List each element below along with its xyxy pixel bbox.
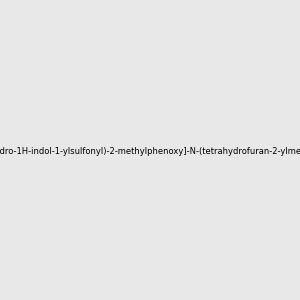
Text: 2-[4-(2,3-dihydro-1H-indol-1-ylsulfonyl)-2-methylphenoxy]-N-(tetrahydrofuran-2-y: 2-[4-(2,3-dihydro-1H-indol-1-ylsulfonyl)… (0, 147, 300, 156)
